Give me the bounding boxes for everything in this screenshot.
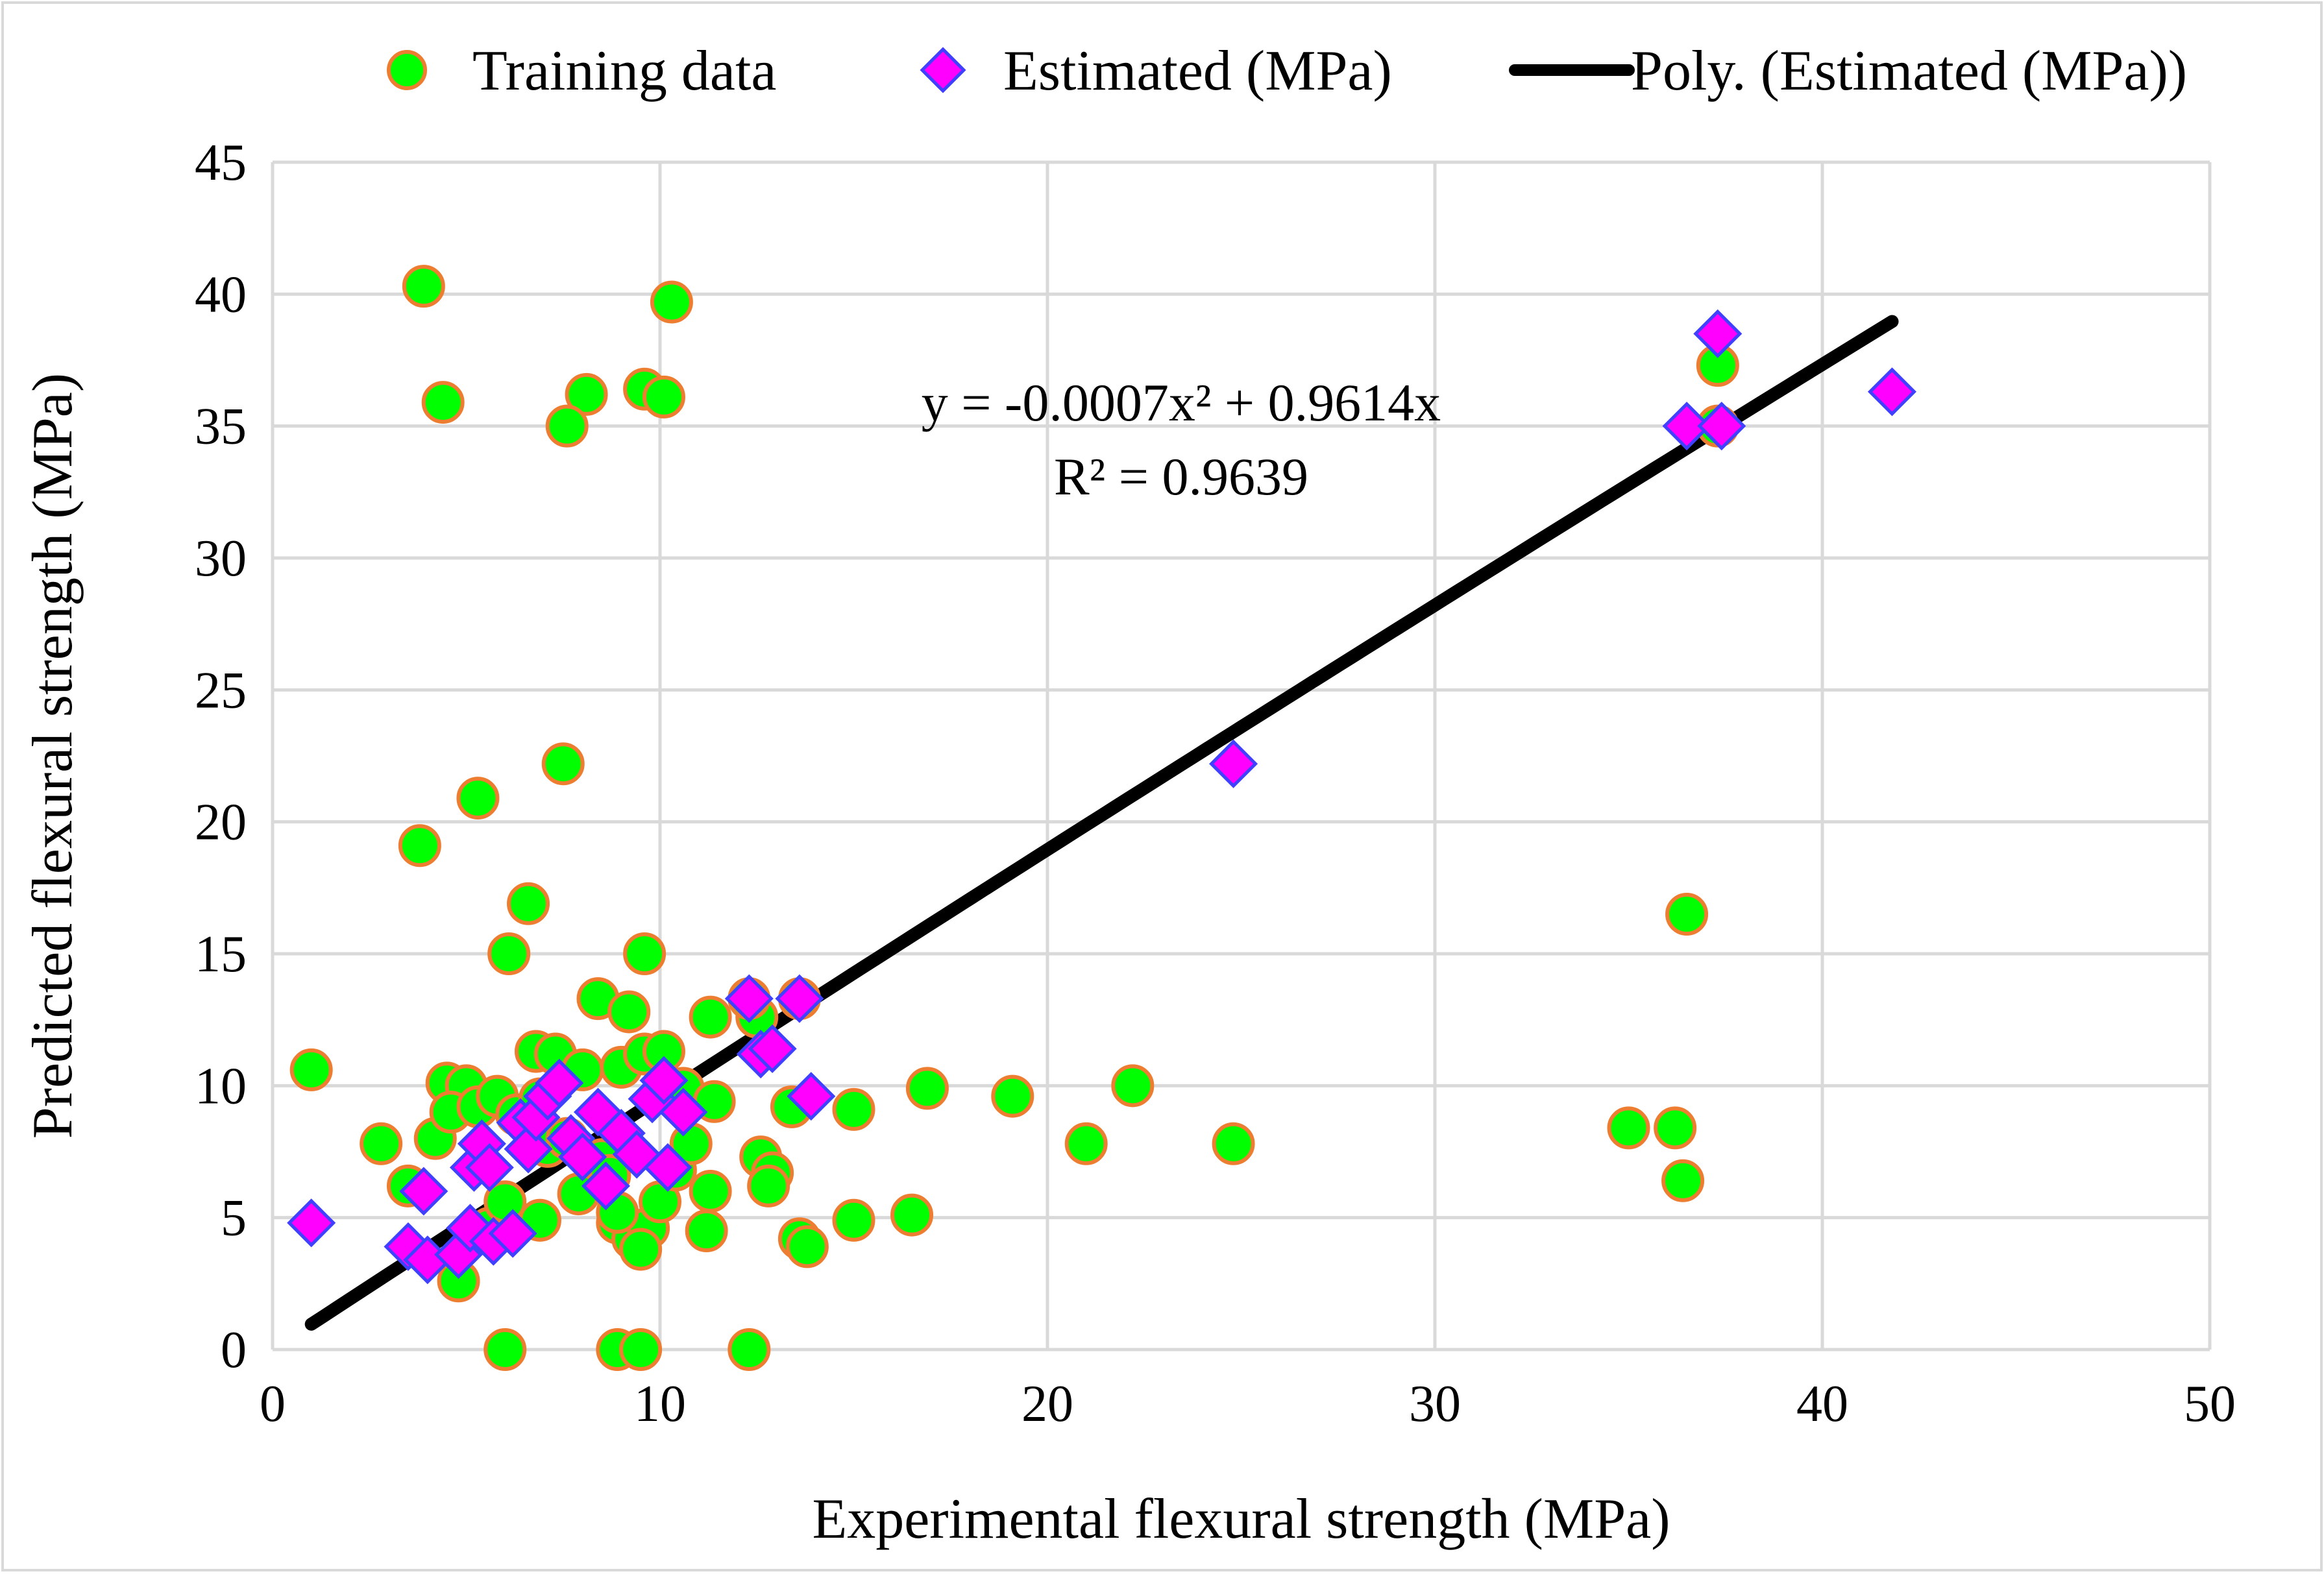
training-point [619, 1328, 663, 1371]
y-tick-label: 45 [195, 134, 247, 191]
x-tick-label: 40 [1796, 1376, 1848, 1433]
x-tick-label: 10 [634, 1376, 686, 1433]
estimated-point [659, 1087, 708, 1137]
estimated-point [724, 974, 774, 1023]
legend-label-estimated: Estimated (MPa) [1003, 40, 1392, 103]
training-point [650, 280, 693, 324]
legend-marker-estimated [920, 47, 966, 93]
training-point [1665, 893, 1709, 936]
training-point [991, 1074, 1034, 1118]
training-point [421, 381, 465, 424]
estimated-point [465, 1143, 514, 1192]
estimated-point [643, 1143, 692, 1192]
estimated-point [775, 974, 824, 1023]
axes [271, 162, 2210, 1352]
training-point [1607, 1106, 1650, 1150]
estimated-point [287, 1198, 336, 1248]
training-point [402, 265, 445, 308]
training-point [483, 1328, 527, 1371]
estimated-point [488, 1209, 537, 1258]
estimated-point [1697, 402, 1746, 451]
training-point [832, 1087, 875, 1131]
y-tick-label: 35 [195, 398, 247, 455]
training-point [360, 1122, 403, 1165]
y-tick-label: 40 [195, 266, 247, 323]
estimated-point [787, 1072, 836, 1121]
x-tick-label: 50 [2184, 1376, 2236, 1433]
x-tick-label: 20 [1021, 1376, 1073, 1433]
training-point [642, 375, 685, 418]
estimated-point [748, 1024, 797, 1073]
training-point [1654, 1106, 1697, 1150]
training-point [507, 882, 550, 925]
estimated-point [1867, 367, 1916, 417]
y-tick-label: 20 [195, 794, 247, 851]
training-point [890, 1193, 934, 1237]
legend-marker-training [387, 50, 427, 90]
estimated-point [581, 1161, 630, 1211]
y-axis-title: Predicted flexural strength (MPa) [21, 373, 84, 1139]
training-point [785, 1225, 829, 1268]
estimated-series [287, 309, 1916, 1285]
training-point [832, 1198, 875, 1242]
y-tick-label: 25 [195, 662, 247, 719]
training-point [747, 1164, 790, 1207]
training-point [1111, 1064, 1155, 1108]
training-point [1661, 1159, 1705, 1202]
training-point [1064, 1122, 1108, 1165]
grid-lines [273, 160, 2212, 1350]
y-tick-label: 5 [221, 1190, 247, 1247]
training-point [728, 1328, 771, 1371]
training-point [565, 372, 608, 416]
estimated-point [1209, 739, 1258, 788]
estimated-point [504, 1124, 553, 1174]
training-point [905, 1067, 949, 1110]
legend: Training data Estimated (MPa) Poly. (Est… [387, 40, 2187, 103]
training-point [487, 932, 531, 975]
training-point [619, 1228, 663, 1271]
training-point [289, 1048, 333, 1091]
training-point [456, 777, 500, 820]
tick-labels: 0 5 10 15 20 25 30 35 40 45 0 10 20 30 40 50 [195, 134, 2236, 1433]
y-tick-label: 10 [195, 1058, 247, 1115]
equation-text: y = -0.0007x² + 0.9614x [922, 373, 1441, 432]
training-point [545, 404, 589, 448]
estimated-point [558, 1132, 607, 1182]
estimated-point [399, 1167, 448, 1216]
estimated-point [1693, 309, 1743, 358]
training-point [685, 1209, 728, 1252]
estimated-point [535, 1058, 584, 1108]
legend-label-training: Training data [472, 40, 777, 103]
estimated-point [612, 1130, 661, 1179]
training-point [541, 742, 585, 786]
training-point [1212, 1122, 1255, 1165]
estimated-point [1662, 402, 1711, 451]
y-tick-label: 0 [221, 1322, 247, 1379]
r-squared-text: R² = 0.9639 [1054, 447, 1308, 506]
legend-label-trendline: Poly. (Estimated (MPa)) [1631, 40, 2187, 103]
training-point [607, 990, 651, 1034]
y-tick-label: 15 [195, 926, 247, 983]
x-tick-label: 0 [260, 1376, 286, 1433]
trendline-equation: y = -0.0007x² + 0.9614x R² = 0.9639 [922, 373, 1441, 506]
training-point [398, 824, 441, 867]
x-tick-label: 30 [1409, 1376, 1461, 1433]
x-axis-title: Experimental flexural strength (MPa) [812, 1488, 1670, 1551]
y-tick-label: 30 [195, 530, 247, 587]
training-point [689, 1170, 732, 1213]
training-point [623, 932, 667, 975]
estimated-point [639, 1056, 689, 1105]
training-point [689, 995, 732, 1039]
